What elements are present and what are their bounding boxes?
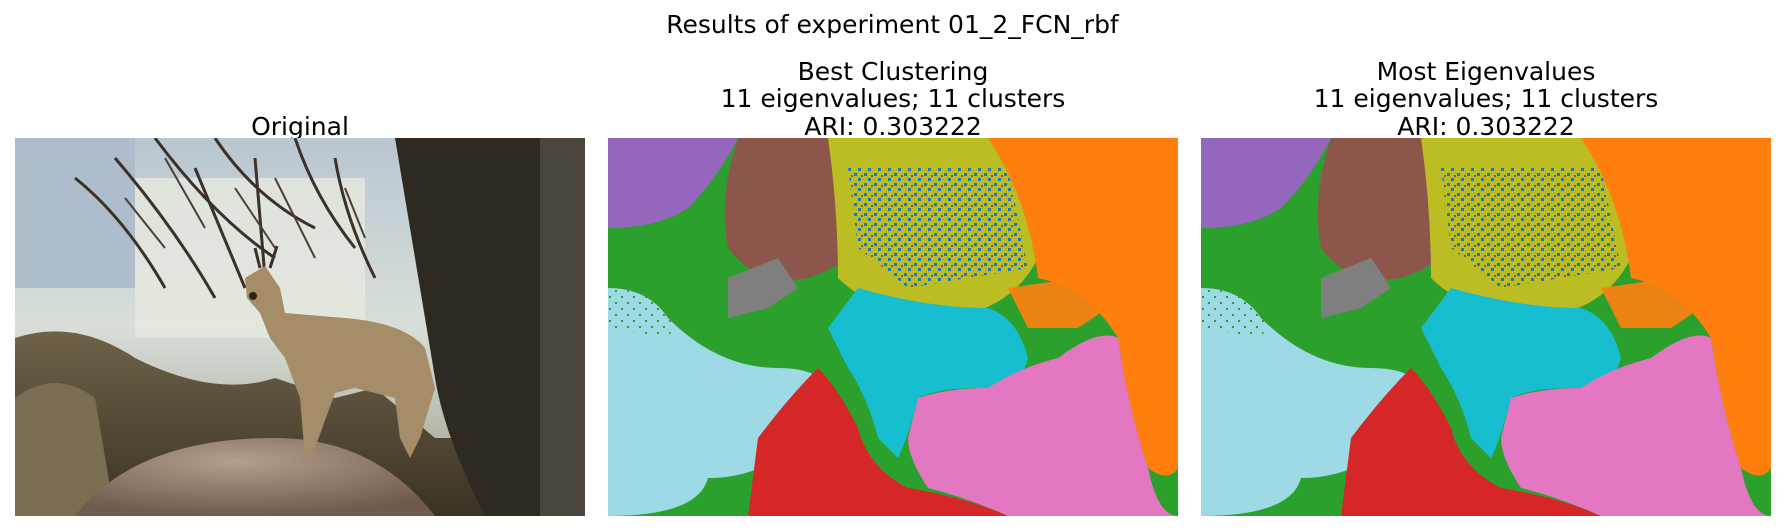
- panel-original: Original: [15, 0, 585, 532]
- panel-title: Original: [15, 111, 585, 141]
- segmentation-map: [608, 138, 1178, 516]
- panel-title-line: ARI: 0.303222: [1397, 111, 1575, 141]
- segmentation-map: [1201, 138, 1771, 516]
- panel-best-clustering: Best Clustering 11 eigenvalues; 11 clust…: [608, 0, 1178, 532]
- panel-title: Most Eigenvalues 11 eigenvalues; 11 clus…: [1201, 56, 1771, 141]
- panel-title-line: Original: [251, 111, 349, 141]
- panel-title-line: Most Eigenvalues: [1376, 56, 1596, 86]
- panel-title-line: Best Clustering: [797, 56, 989, 86]
- figure-suptitle: Results of experiment 01_2_FCN_rbf: [666, 10, 1119, 39]
- original-photo: [15, 138, 585, 516]
- panel-title-line: 11 eigenvalues; 11 clusters: [720, 84, 1066, 113]
- panel-title: Best Clustering 11 eigenvalues; 11 clust…: [608, 56, 1178, 141]
- panel-most-eigenvalues: Most Eigenvalues 11 eigenvalues; 11 clus…: [1201, 0, 1771, 532]
- panel-title-line: 11 eigenvalues; 11 clusters: [1313, 84, 1659, 113]
- panel-title-line: ARI: 0.303222: [804, 111, 982, 141]
